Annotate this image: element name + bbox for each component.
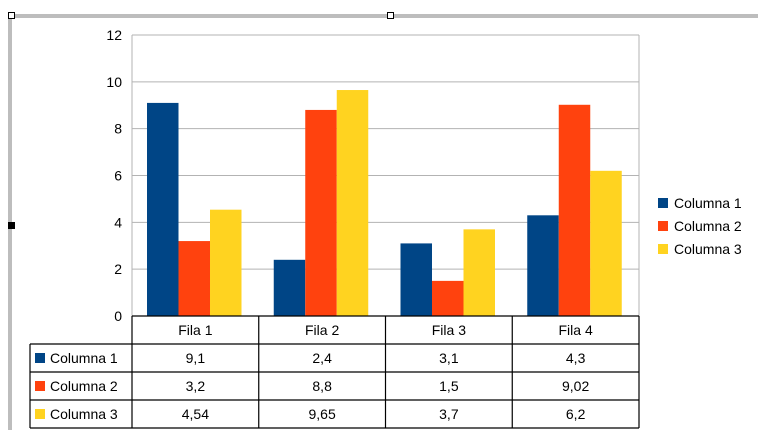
y-tick-label: 6 bbox=[114, 168, 122, 184]
bar bbox=[336, 90, 369, 316]
data-label: 4,54 bbox=[182, 406, 209, 422]
bar bbox=[590, 170, 622, 316]
table-series-key bbox=[35, 353, 45, 363]
x-tick-label: Fila 1 bbox=[178, 322, 212, 338]
table-series-key bbox=[35, 381, 45, 391]
data-label: 3,2 bbox=[186, 378, 206, 394]
legend-swatch bbox=[658, 198, 668, 208]
bar bbox=[527, 215, 559, 316]
bar bbox=[400, 243, 432, 316]
data-label: 9,02 bbox=[562, 378, 589, 394]
bar bbox=[432, 280, 464, 316]
table-series-name: Columna 1 bbox=[50, 350, 118, 366]
data-label: 4,3 bbox=[566, 350, 586, 366]
bar bbox=[210, 209, 242, 316]
bar bbox=[178, 241, 210, 316]
resize-handle-middle-left[interactable] bbox=[8, 222, 15, 229]
y-tick-label: 12 bbox=[106, 27, 122, 43]
data-label: 9,65 bbox=[309, 406, 336, 422]
y-tick-label: 0 bbox=[114, 308, 122, 324]
x-tick-label: Fila 4 bbox=[559, 322, 593, 338]
resize-handle-top-left[interactable] bbox=[8, 12, 15, 19]
bar bbox=[305, 109, 337, 316]
y-tick-label: 10 bbox=[106, 74, 122, 90]
table-series-name: Columna 3 bbox=[50, 406, 118, 422]
bar bbox=[463, 229, 495, 316]
table-series-name: Columna 2 bbox=[50, 378, 118, 394]
data-label: 3,1 bbox=[439, 350, 459, 366]
resize-handle-top-center[interactable] bbox=[387, 12, 394, 19]
y-tick-label: 8 bbox=[114, 121, 122, 137]
legend-swatch bbox=[658, 221, 668, 231]
data-label: 1,5 bbox=[439, 378, 459, 394]
data-label: 2,4 bbox=[312, 350, 332, 366]
selection-frame-top bbox=[10, 14, 758, 18]
bar bbox=[273, 259, 306, 316]
bar bbox=[558, 104, 591, 316]
y-tick-label: 4 bbox=[114, 214, 122, 230]
x-tick-label: Fila 3 bbox=[432, 322, 466, 338]
legend-label: Columna 2 bbox=[674, 218, 742, 234]
legend-swatch bbox=[658, 244, 668, 254]
legend-label: Columna 3 bbox=[674, 241, 742, 257]
y-tick-label: 2 bbox=[114, 261, 122, 277]
legend-label: Columna 1 bbox=[674, 195, 742, 211]
data-label: 9,1 bbox=[186, 350, 206, 366]
data-label: 8,8 bbox=[312, 378, 332, 394]
data-label: 3,7 bbox=[439, 406, 459, 422]
bar bbox=[147, 102, 179, 317]
x-tick-label: Fila 2 bbox=[305, 322, 339, 338]
table-series-key bbox=[35, 409, 45, 419]
data-label: 6,2 bbox=[566, 406, 586, 422]
